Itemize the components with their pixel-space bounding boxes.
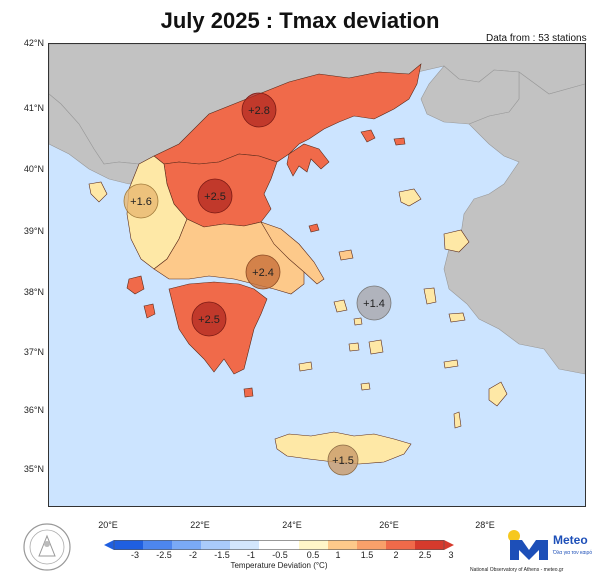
meteo-logo-tagline: Όλα για τον καιρό <box>553 550 593 556</box>
colorbar-segment-3 <box>172 540 201 550</box>
lat-label-42: 42°N <box>23 38 44 48</box>
turkey-thrace-land <box>420 65 520 125</box>
value-aegean-islands: +1.4 <box>363 298 385 310</box>
island-kythira <box>243 387 254 398</box>
island-chios <box>423 287 437 305</box>
cyclades-paros <box>348 342 360 352</box>
colorbar-label: Temperature Deviation (°C) <box>230 561 328 570</box>
value-central-greece: +2.4 <box>252 267 274 279</box>
lat-label-36: 36°N <box>23 405 44 415</box>
colorbar-segment-7 <box>299 540 328 550</box>
colorbar <box>104 540 454 550</box>
colorbar-segment-9 <box>357 540 386 550</box>
colorbar-tick: -0.5 <box>272 550 288 560</box>
ionian-island-kefalonia <box>126 275 145 295</box>
colorbar-tick: 3 <box>448 550 454 560</box>
lat-label-35: 35°N <box>23 464 44 474</box>
colorbar-tick: -2.5 <box>156 550 172 560</box>
station-count: Data from : 53 stations <box>486 33 587 44</box>
cyclades-santorini <box>360 382 371 391</box>
island-sporades <box>308 223 320 233</box>
lat-label-38: 38°N <box>23 287 44 297</box>
dodecanese-karpathos <box>453 411 462 429</box>
meteo-logo-icon <box>508 530 548 560</box>
cyclades-milos <box>298 361 313 372</box>
bubble-thessaly <box>197 178 233 214</box>
colorbar-border <box>113 540 445 550</box>
colorbar-tick: 2 <box>393 550 399 560</box>
colorbar-segment-10 <box>386 540 415 550</box>
colorbar-tick: -2 <box>188 550 198 560</box>
island-samothraki <box>393 137 406 146</box>
colorbar-left-arrow <box>104 540 114 550</box>
colorbar-segment-1 <box>114 540 143 550</box>
bubble-epirus <box>123 183 159 219</box>
evia-island <box>260 221 325 285</box>
colorbar-segment-2 <box>143 540 172 550</box>
bubble-central-greece <box>245 254 281 290</box>
value-crete: +1.5 <box>332 455 354 467</box>
colorbar-tick: -1.5 <box>214 550 230 560</box>
bubble-aegean-islands <box>356 285 392 321</box>
colorbar-tick: 0.5 <box>306 550 320 560</box>
island-lesvos <box>443 229 470 253</box>
credit-text: National Observatory of Athens - meteo.g… <box>470 567 564 573</box>
observatory-seal-icon <box>23 523 71 571</box>
lat-label-37: 37°N <box>23 347 44 357</box>
cyclades-naxos <box>368 339 384 355</box>
value-thessaly: +2.5 <box>204 191 226 203</box>
lon-label-28: 28°E <box>475 520 495 530</box>
value-peloponnese: +2.5 <box>198 314 220 326</box>
lon-label-24: 24°E <box>282 520 302 530</box>
dodecanese-rhodes <box>488 381 508 407</box>
colorbar-segment-4 <box>201 540 230 550</box>
lon-label-22: 22°E <box>190 520 210 530</box>
lon-label-26: 26°E <box>379 520 399 530</box>
colorbar-tick: 2.5 <box>418 550 432 560</box>
island-skyros <box>338 249 354 261</box>
value-epirus: +1.6 <box>130 196 152 208</box>
map-area: +2.8 +2.5 +1.6 +2.4 +2.5 +1.4 +1.5 <box>48 43 586 507</box>
colorbar-segment-8 <box>328 540 357 550</box>
dodecanese-kos <box>443 359 459 369</box>
colorbar-right-arrow <box>444 540 454 550</box>
colorbar-tick: -3 <box>130 550 140 560</box>
cyclades-andros <box>333 299 348 313</box>
bubble-macedonia-thrace <box>241 92 277 128</box>
value-macedonia-thrace: +2.8 <box>248 105 270 117</box>
colorbar-segment-11 <box>415 540 444 550</box>
colorbar-tick: 1.5 <box>360 550 374 560</box>
colorbar-tick: 1 <box>335 550 341 560</box>
colorbar-tick: -1 <box>246 550 256 560</box>
cyclades-tinos <box>353 317 363 326</box>
lon-label-20: 20°E <box>98 520 118 530</box>
greece-map: +2.8 +2.5 +1.6 +2.4 +2.5 +1.4 +1.5 <box>49 44 585 506</box>
island-thassos <box>360 129 376 143</box>
lat-label-39: 39°N <box>23 226 44 236</box>
colorbar-segment-5 <box>230 540 259 550</box>
bubble-peloponnese <box>191 301 227 337</box>
chalkidiki-peninsula <box>286 143 330 177</box>
ionian-island-zakynthos <box>143 303 156 319</box>
lat-label-41: 41°N <box>23 103 44 113</box>
bubble-crete <box>327 444 359 476</box>
meteo-logo-name: Meteo <box>553 533 588 547</box>
island-samos <box>448 312 466 323</box>
island-limnos <box>398 188 422 207</box>
map-title: July 2025 : Tmax deviation <box>160 8 440 33</box>
colorbar-segment-6 <box>259 540 299 550</box>
lat-label-40: 40°N <box>23 164 44 174</box>
ionian-island-corfu <box>88 181 108 203</box>
